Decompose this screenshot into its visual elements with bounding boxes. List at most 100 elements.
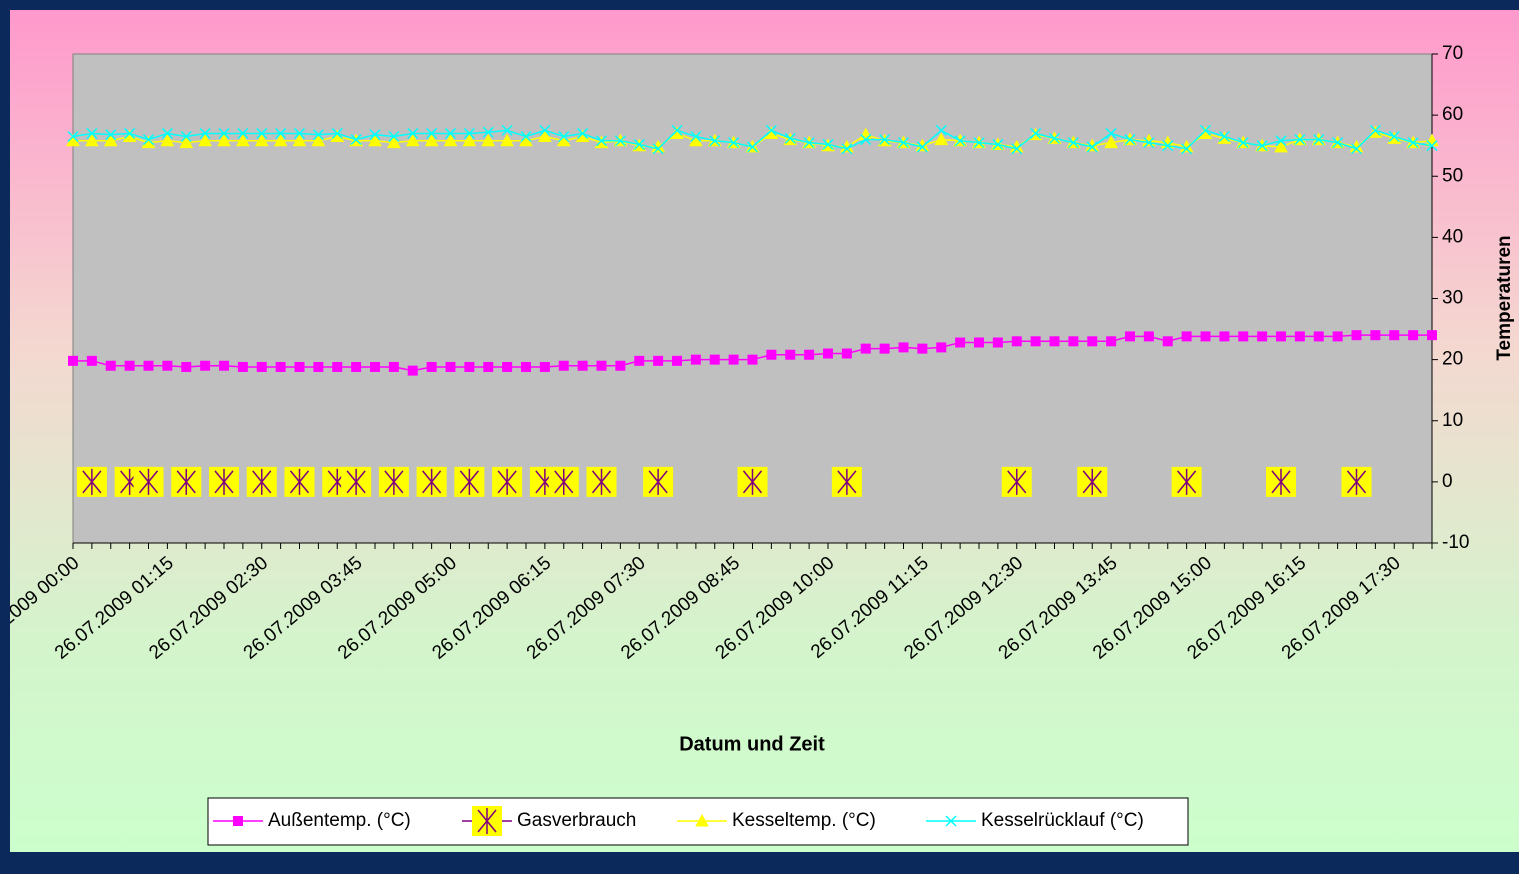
marker: [103, 133, 118, 147]
marker: [387, 135, 401, 149]
marker: [841, 143, 853, 155]
marker: [200, 360, 211, 371]
y-tick-label: 50: [1442, 165, 1463, 186]
marker: [407, 365, 418, 376]
marker-star: [384, 468, 404, 495]
marker: [1104, 135, 1118, 149]
marker-star: [591, 468, 612, 495]
marker: [916, 141, 928, 153]
legend-label: Kesselrücklauf (°C): [981, 810, 1144, 831]
marker: [558, 360, 569, 371]
marker: [161, 127, 173, 139]
marker: [217, 133, 231, 147]
marker: [822, 138, 834, 150]
marker: [785, 349, 796, 360]
marker: [747, 354, 758, 365]
marker: [653, 355, 664, 366]
marker: [124, 127, 136, 139]
marker: [388, 361, 399, 372]
marker: [1389, 330, 1400, 341]
marker: [614, 135, 626, 147]
marker: [1087, 336, 1098, 347]
marker: [1294, 134, 1306, 146]
marker: [1218, 130, 1230, 143]
legend-label: Kesseltemp. (°C): [732, 810, 876, 831]
marker: [538, 129, 552, 143]
marker: [237, 127, 249, 139]
marker: [454, 466, 485, 497]
marker: [237, 361, 248, 372]
marker: [917, 343, 928, 354]
marker: [443, 133, 458, 147]
marker: [1332, 137, 1344, 149]
marker: [199, 127, 211, 139]
marker: [1219, 331, 1230, 342]
marker: [351, 361, 362, 372]
marker-star: [554, 468, 574, 495]
marker: [369, 129, 381, 141]
x-axis-title: Datum und Zeit: [679, 733, 825, 755]
marker: [1200, 331, 1211, 342]
marker: [1369, 124, 1381, 136]
marker: [501, 124, 513, 136]
marker: [973, 137, 985, 149]
marker: [690, 130, 702, 143]
marker: [275, 127, 287, 139]
marker: [1350, 143, 1363, 155]
marker: [709, 354, 720, 365]
marker: [143, 360, 154, 371]
marker: [1106, 336, 1117, 347]
marker: [426, 127, 438, 139]
marker: [1030, 336, 1041, 347]
marker: [181, 361, 192, 372]
marker: [502, 361, 513, 372]
marker: [1257, 331, 1268, 342]
marker: [1426, 140, 1438, 152]
y-axis-title: Temperaturen: [1494, 235, 1515, 360]
marker: [595, 135, 608, 147]
marker: [483, 361, 494, 372]
marker: [765, 124, 777, 136]
marker: [105, 129, 117, 141]
marker: [445, 361, 456, 372]
marker: [1124, 134, 1136, 146]
marker: [1001, 466, 1032, 497]
marker: [171, 466, 202, 497]
marker: [955, 337, 966, 348]
marker: [209, 466, 239, 497]
marker-star: [346, 468, 366, 495]
marker-star: [289, 468, 310, 495]
marker: [992, 138, 1004, 150]
y-tick-label: 10: [1442, 410, 1463, 431]
marker: [1011, 143, 1023, 155]
marker: [444, 127, 457, 139]
marker: [500, 133, 514, 147]
marker: [737, 466, 768, 497]
marker: [1105, 127, 1117, 139]
marker-star: [1177, 468, 1197, 495]
marker: [934, 132, 949, 146]
marker: [472, 806, 502, 836]
marker: [1086, 141, 1098, 153]
marker: [615, 360, 626, 371]
marker: [1162, 336, 1173, 347]
marker: [1181, 331, 1192, 342]
marker: [292, 133, 307, 147]
marker: [1370, 330, 1381, 341]
marker: [256, 361, 267, 372]
marker: [974, 337, 984, 348]
marker: [804, 349, 815, 360]
marker: [1199, 124, 1212, 136]
marker: [273, 133, 288, 147]
marker: [558, 130, 570, 143]
marker: [1067, 137, 1079, 149]
legend-label: Außentemp. (°C): [268, 810, 411, 831]
marker: [1162, 140, 1174, 152]
marker: [860, 134, 872, 146]
marker: [1125, 331, 1135, 342]
marker: [284, 466, 315, 497]
marker: [219, 360, 229, 371]
marker: [1171, 466, 1202, 497]
marker: [577, 360, 588, 371]
marker: [246, 466, 277, 497]
